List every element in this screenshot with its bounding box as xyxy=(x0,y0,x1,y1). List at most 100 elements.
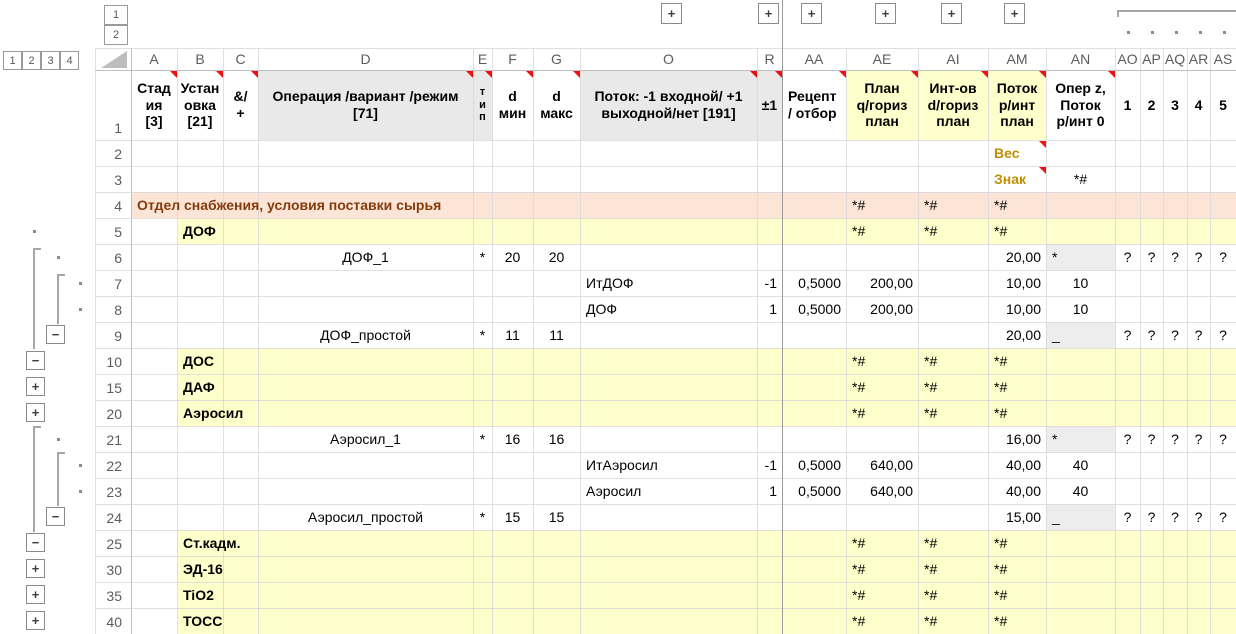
cell-AP9[interactable]: ? xyxy=(1147,326,1156,343)
cell-R7[interactable]: -1 xyxy=(764,274,777,291)
cell-AR9[interactable]: ? xyxy=(1194,326,1203,343)
cell-AM2[interactable]: Вес xyxy=(994,144,1020,161)
row-group-expand-button[interactable]: + xyxy=(26,611,45,630)
column-header-AQ[interactable]: AQ xyxy=(1164,51,1186,67)
cell-AE30[interactable]: *# xyxy=(852,560,866,577)
cell-AE7[interactable]: 200,00 xyxy=(870,274,913,291)
header-cell-AS[interactable]: 5 xyxy=(1219,96,1227,113)
cell-R23[interactable]: 1 xyxy=(769,482,777,499)
header-cell-C[interactable]: &/+ xyxy=(233,88,248,121)
column-header-O[interactable]: O xyxy=(663,51,674,67)
row-group-expand-button[interactable]: + xyxy=(26,377,45,396)
cell-AN3[interactable]: *# xyxy=(1073,170,1088,187)
cell-AO9[interactable]: ? xyxy=(1123,326,1132,343)
column-header-AS[interactable]: AS xyxy=(1213,51,1233,67)
cell-B30[interactable]: ЭД-16 xyxy=(183,560,223,577)
col-outline-level-2[interactable]: 2 xyxy=(104,25,128,45)
cell-F24[interactable]: 15 xyxy=(504,508,521,525)
row-outline-level-4[interactable]: 4 xyxy=(60,51,79,70)
col-group-expand-button[interactable]: + xyxy=(875,3,896,24)
cell-AM3[interactable]: Знак xyxy=(994,170,1027,187)
row-header-5[interactable]: 5 xyxy=(114,224,122,240)
cell-AM8[interactable]: 10,00 xyxy=(1005,300,1041,317)
cell-AN8[interactable]: 10 xyxy=(1072,300,1089,317)
cell-AI25[interactable]: *# xyxy=(924,534,938,551)
cell-B15[interactable]: ДАФ xyxy=(183,378,215,395)
cell-R22[interactable]: -1 xyxy=(764,456,777,473)
column-header-A[interactable]: A xyxy=(149,51,159,67)
cell-G24[interactable]: 15 xyxy=(548,508,565,525)
cell-AQ6[interactable]: ? xyxy=(1171,248,1179,265)
col-group-expand-button[interactable]: + xyxy=(801,3,822,24)
header-cell-G[interactable]: d макс xyxy=(540,88,573,121)
row-group-collapse-button[interactable]: − xyxy=(26,351,45,370)
column-header-AE[interactable]: AE xyxy=(872,51,892,67)
cell-AP21[interactable]: ? xyxy=(1147,430,1156,447)
header-cell-AQ[interactable]: 3 xyxy=(1171,96,1179,113)
header-cell-AO[interactable]: 1 xyxy=(1123,96,1132,113)
cell-AM6[interactable]: 20,00 xyxy=(1005,248,1041,265)
cell-AM9[interactable]: 20,00 xyxy=(1005,326,1041,343)
cell-AM35[interactable]: *# xyxy=(994,586,1008,603)
cell-AO21[interactable]: ? xyxy=(1123,430,1132,447)
cell-E9[interactable]: * xyxy=(479,326,486,343)
cell-B10[interactable]: ДОС xyxy=(183,352,214,369)
cell-AS6[interactable]: ? xyxy=(1219,248,1227,265)
header-cell-AR[interactable]: 4 xyxy=(1194,96,1203,113)
column-header-AP[interactable]: AP xyxy=(1142,51,1161,67)
cell-AM5[interactable]: *# xyxy=(994,222,1008,239)
column-header-R[interactable]: R xyxy=(764,51,775,67)
row-header-3[interactable]: 3 xyxy=(114,172,122,188)
cell-AA7[interactable]: 0,5000 xyxy=(798,274,841,291)
row-header-21[interactable]: 21 xyxy=(106,432,122,448)
cell-AM30[interactable]: *# xyxy=(994,560,1008,577)
cell-AS9[interactable]: ? xyxy=(1219,326,1227,343)
column-header-AI[interactable]: AI xyxy=(946,51,960,67)
column-header-D[interactable]: D xyxy=(360,51,371,67)
cell-D6[interactable]: ДОФ_1 xyxy=(342,248,389,265)
row-header-25[interactable]: 25 xyxy=(106,536,122,552)
row-header-9[interactable]: 9 xyxy=(114,328,122,344)
cell-AE4[interactable]: *# xyxy=(852,196,866,213)
row-group-collapse-button[interactable]: − xyxy=(46,325,65,344)
cell-AM24[interactable]: 15,00 xyxy=(1005,508,1041,525)
cell-AM20[interactable]: *# xyxy=(994,404,1008,421)
row-outline-level-2[interactable]: 2 xyxy=(22,51,41,70)
header-cell-AE[interactable]: План q/гориз план xyxy=(856,80,908,130)
row-outline-level-1[interactable]: 1 xyxy=(3,51,22,70)
cell-AE23[interactable]: 640,00 xyxy=(870,482,913,499)
cell-AE5[interactable]: *# xyxy=(852,222,866,239)
header-cell-AP[interactable]: 2 xyxy=(1147,96,1156,113)
cell-AM40[interactable]: *# xyxy=(994,612,1008,629)
row-header-2[interactable]: 2 xyxy=(114,146,122,162)
cell-AE22[interactable]: 640,00 xyxy=(870,456,913,473)
cell-E6[interactable]: * xyxy=(479,248,486,265)
cell-AN23[interactable]: 40 xyxy=(1072,482,1089,499)
cell-AE15[interactable]: *# xyxy=(852,378,866,395)
col-group-expand-button[interactable]: + xyxy=(941,3,962,24)
cell-AN22[interactable]: 40 xyxy=(1072,456,1089,473)
column-header-E[interactable]: E xyxy=(477,51,488,67)
header-cell-A[interactable]: Стад ия [3] xyxy=(137,80,171,130)
cell-AE35[interactable]: *# xyxy=(852,586,866,603)
header-cell-D[interactable]: Операция /вариант /режим [71] xyxy=(272,88,459,121)
cell-AP6[interactable]: ? xyxy=(1147,248,1156,265)
cell-AI40[interactable]: *# xyxy=(924,612,938,629)
cell-G9[interactable]: 11 xyxy=(549,326,564,343)
cell-AM15[interactable]: *# xyxy=(994,378,1008,395)
cell-AP24[interactable]: ? xyxy=(1147,508,1156,525)
cell-AN24[interactable]: _ xyxy=(1052,508,1060,525)
column-header-B[interactable]: B xyxy=(195,51,205,67)
row-header-20[interactable]: 20 xyxy=(106,406,122,422)
cell-D24[interactable]: Аэросил_простой xyxy=(307,508,424,525)
cell-AI4[interactable]: *# xyxy=(924,196,938,213)
cell-AM4[interactable]: *# xyxy=(994,196,1008,213)
cell-AR6[interactable]: ? xyxy=(1194,248,1203,265)
column-header-AN[interactable]: AN xyxy=(1070,51,1091,67)
header-cell-AI[interactable]: Инт-ов d/гориз план xyxy=(927,80,979,130)
cell-AN9[interactable]: _ xyxy=(1052,326,1060,343)
column-header-C[interactable]: C xyxy=(235,51,246,67)
col-group-expand-button[interactable]: + xyxy=(758,3,779,24)
row-header-22[interactable]: 22 xyxy=(106,458,122,474)
